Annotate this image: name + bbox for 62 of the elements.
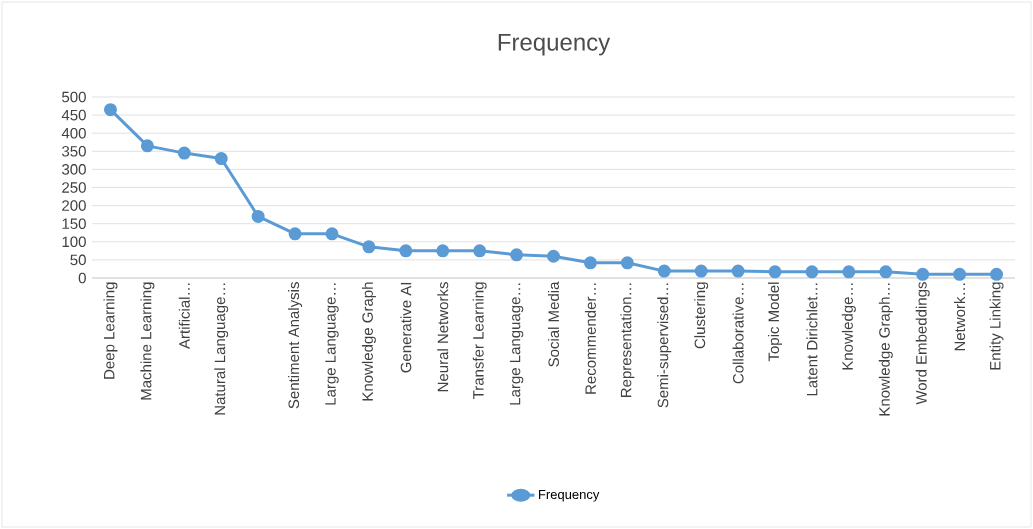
point <box>620 256 634 270</box>
x-tick-label: Natural Language… <box>214 283 229 415</box>
point <box>694 264 708 278</box>
point <box>990 267 1004 281</box>
point <box>768 265 782 279</box>
point <box>953 267 967 281</box>
point <box>140 139 154 153</box>
x-tick-label: Neural Networks <box>437 282 449 392</box>
x-tick-label: Large Language… <box>509 283 524 405</box>
x-tick-label: Topic Model <box>768 282 783 362</box>
point <box>473 244 487 258</box>
legend-label: Frequency <box>539 489 600 502</box>
x-tick-label: Generative AI <box>400 282 412 373</box>
point <box>362 240 376 254</box>
x-tick-label: Word Embeddings <box>915 282 930 405</box>
y-tick-label: 250 <box>62 182 86 193</box>
x-tick-label: Deep Learning <box>103 282 118 379</box>
x-tick-label: Semi-supervised… <box>657 283 672 408</box>
chart-title: Frequency <box>498 33 611 56</box>
x-tick-label: Latent Dirichlet… <box>806 283 818 396</box>
y-tick-label: 50 <box>70 254 86 266</box>
y-tick-label: 450 <box>61 109 86 121</box>
point <box>510 248 524 262</box>
y-tick-label: 200 <box>62 200 86 211</box>
point <box>879 265 893 279</box>
x-tick-label: Clustering <box>694 282 709 349</box>
x-tick-label: Machine Learning <box>140 282 155 400</box>
x-tick-label: Transfer Learning <box>472 282 487 400</box>
x-tick-label: Sentiment Analysis <box>288 282 303 409</box>
x-tick-label: Recommender… <box>584 283 596 394</box>
point <box>288 227 302 241</box>
point <box>399 244 413 258</box>
y-tick-label: 100 <box>62 236 86 248</box>
point <box>214 152 228 166</box>
point <box>842 265 856 279</box>
point <box>325 227 339 241</box>
point <box>583 256 597 270</box>
point <box>177 146 191 160</box>
point <box>731 264 745 278</box>
y-tick-label: 500 <box>62 91 86 103</box>
x-tick-label: Artificial… <box>178 283 190 349</box>
x-tick-label: Network… <box>954 283 966 351</box>
point <box>657 264 671 278</box>
y-tick-label: 350 <box>62 145 86 157</box>
y-tick-label: 300 <box>62 164 86 175</box>
x-tick-label: Knowledge Graph <box>361 282 376 401</box>
point <box>547 249 560 263</box>
point <box>436 244 450 258</box>
point <box>251 209 265 223</box>
point <box>103 103 117 117</box>
x-tick-label: Social Media <box>548 281 560 367</box>
x-tick-label: Knowledge… <box>841 283 856 370</box>
y-tick-label: 0 <box>78 272 86 284</box>
y-tick-label: 150 <box>62 218 86 229</box>
point <box>805 265 819 279</box>
x-tick-label: Large Language… <box>325 283 339 405</box>
x-tick-label: Representation… <box>620 283 635 398</box>
point <box>916 267 930 281</box>
x-tick-label: Entity Linking <box>989 282 1004 370</box>
x-tick-label: Collaborative… <box>732 283 744 384</box>
y-tick-label: 400 <box>61 127 86 139</box>
x-tick-label: Knowledge Graph… <box>878 283 893 416</box>
